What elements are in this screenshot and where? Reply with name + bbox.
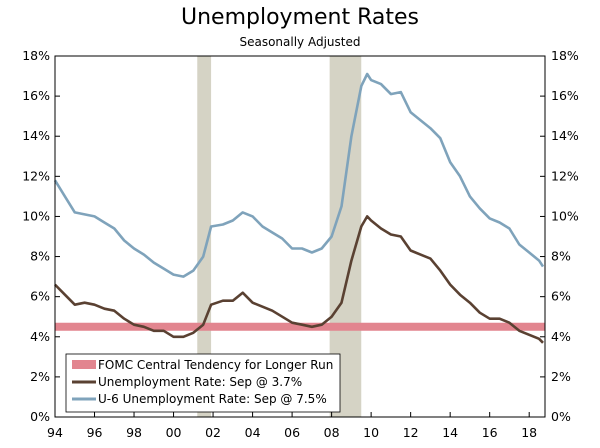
- x-tick-label: 94: [47, 425, 63, 440]
- x-tick-label: 14: [442, 425, 458, 440]
- u6-rate-line: [53, 72, 545, 278]
- x-tick-label: 16: [482, 425, 498, 440]
- legend-swatch-fomc-band: [72, 360, 96, 369]
- y-tick-label-right: 8%: [551, 249, 571, 264]
- legend-label-fomc-band: FOMC Central Tendency for Longer Run: [98, 358, 333, 372]
- chart-title: Unemployment Rates: [181, 5, 419, 30]
- x-tick-label: 06: [284, 425, 300, 440]
- legend-label-u6-rate: U-6 Unemployment Rate: Sep @ 7.5%: [98, 392, 327, 406]
- x-axis: 94 96 98 00 02 04 06 08 10 12 14 16 18: [47, 412, 537, 440]
- chart-subtitle: Seasonally Adjusted: [239, 35, 360, 49]
- y-tick-label-left: 16%: [22, 88, 50, 103]
- legend-box: [65, 353, 341, 413]
- unemployment-rate-line: [54, 215, 544, 344]
- y-tick-label-right: 0%: [551, 409, 571, 424]
- y-tick-label-left: 2%: [30, 369, 50, 384]
- x-tick-label: 10: [363, 425, 379, 440]
- y-tick-label-right: 16%: [551, 88, 579, 103]
- fomc-band: [55, 322, 545, 331]
- legend: FOMC Central Tendency for Longer Run Une…: [65, 353, 341, 413]
- y-axis: 0% 0% 2% 2% 4% 4% 6% 6% 8% 8% 10% 10% 12% 12% 14% 14% 16…: [22, 48, 579, 424]
- y-tick-label-right: 18%: [551, 48, 579, 63]
- y-tick-label-right: 4%: [551, 329, 571, 344]
- y-tick-label-right: 12%: [551, 168, 579, 183]
- y-tick-label-left: 6%: [30, 289, 50, 304]
- y-tick-label-left: 0%: [30, 409, 50, 424]
- y-tick-label-right: 10%: [551, 208, 579, 223]
- y-tick-label-left: 4%: [30, 329, 50, 344]
- x-tick-label: 98: [126, 425, 142, 440]
- y-tick-label-left: 12%: [22, 168, 50, 183]
- y-tick-label-left: 8%: [30, 249, 50, 264]
- fomc-band-layer: [55, 322, 545, 331]
- y-tick-label-left: 14%: [22, 128, 50, 143]
- y-tick-label-right: 2%: [551, 369, 571, 384]
- x-tick-label: 96: [87, 425, 103, 440]
- y-tick-label-left: 10%: [22, 208, 50, 223]
- x-tick-label: 00: [166, 425, 182, 440]
- y-tick-label-left: 18%: [22, 48, 50, 63]
- y-tick-label-right: 6%: [551, 289, 571, 304]
- x-tick-label: 08: [324, 425, 340, 440]
- legend-label-unemployment-rate: Unemployment Rate: Sep @ 3.7%: [98, 375, 302, 389]
- x-tick-label: 02: [205, 425, 221, 440]
- x-tick-label: 18: [521, 425, 537, 440]
- x-tick-label: 04: [245, 425, 261, 440]
- plot-frame: [54, 55, 546, 418]
- x-tick-label: 12: [403, 425, 419, 440]
- y-tick-label-right: 14%: [551, 128, 579, 143]
- series-layer: [53, 72, 545, 344]
